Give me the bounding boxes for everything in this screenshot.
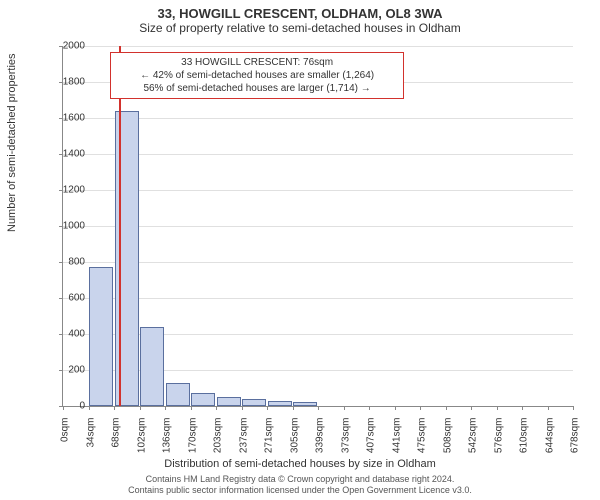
y-tick-label: 600: [55, 293, 85, 304]
x-axis-label: Distribution of semi-detached houses by …: [0, 458, 600, 470]
x-tick-mark: [369, 406, 370, 410]
histogram-bar: [293, 402, 317, 406]
x-tick-mark: [344, 406, 345, 410]
x-tick-mark: [522, 406, 523, 410]
histogram-bar: [191, 393, 215, 406]
x-tick-label: 610sqm: [519, 418, 530, 454]
footer-line-2: Contains public sector information licen…: [0, 485, 600, 496]
x-tick-mark: [140, 406, 141, 410]
y-tick-label: 1800: [55, 77, 85, 88]
x-tick-label: 305sqm: [289, 418, 300, 454]
histogram-bar: [166, 383, 190, 406]
x-tick-mark: [165, 406, 166, 410]
page-title: 33, HOWGILL CRESCENT, OLDHAM, OL8 3WA: [0, 0, 600, 21]
grid-line: [63, 190, 573, 191]
grid-line: [63, 226, 573, 227]
histogram-bar: [268, 401, 292, 406]
callout-line-2: ← 42% of semi-detached houses are smalle…: [117, 69, 397, 82]
property-marker-line: [119, 46, 121, 406]
x-tick-label: 508sqm: [442, 418, 453, 454]
y-tick-label: 0: [55, 401, 85, 412]
x-tick-label: 407sqm: [366, 418, 377, 454]
y-tick-label: 200: [55, 365, 85, 376]
x-tick-label: 339sqm: [315, 418, 326, 454]
x-tick-mark: [89, 406, 90, 410]
grid-line: [63, 46, 573, 47]
x-tick-label: 644sqm: [544, 418, 555, 454]
x-tick-mark: [471, 406, 472, 410]
x-tick-mark: [216, 406, 217, 410]
x-tick-mark: [573, 406, 574, 410]
x-tick-label: 576sqm: [493, 418, 504, 454]
histogram-bar: [140, 327, 164, 406]
x-tick-label: 68sqm: [111, 418, 122, 448]
x-tick-mark: [114, 406, 115, 410]
x-tick-mark: [267, 406, 268, 410]
histogram-bar: [89, 267, 113, 406]
y-tick-label: 2000: [55, 41, 85, 52]
x-tick-mark: [420, 406, 421, 410]
x-tick-label: 102sqm: [136, 418, 147, 454]
x-tick-mark: [318, 406, 319, 410]
y-tick-label: 1400: [55, 149, 85, 160]
y-tick-label: 1000: [55, 221, 85, 232]
callout-line-1: 33 HOWGILL CRESCENT: 76sqm: [117, 56, 397, 69]
chart-container: 33, HOWGILL CRESCENT, OLDHAM, OL8 3WA Si…: [0, 0, 600, 500]
x-tick-mark: [446, 406, 447, 410]
y-axis-label: Number of semi-detached properties: [6, 53, 18, 232]
x-tick-mark: [293, 406, 294, 410]
x-tick-mark: [497, 406, 498, 410]
y-tick-label: 1200: [55, 185, 85, 196]
x-tick-mark: [548, 406, 549, 410]
x-tick-label: 0sqm: [60, 418, 71, 442]
x-tick-label: 441sqm: [391, 418, 402, 454]
callout-box: 33 HOWGILL CRESCENT: 76sqm ← 42% of semi…: [110, 52, 404, 99]
y-tick-label: 400: [55, 329, 85, 340]
grid-line: [63, 118, 573, 119]
x-tick-label: 203sqm: [213, 418, 224, 454]
x-tick-mark: [395, 406, 396, 410]
grid-line: [63, 262, 573, 263]
footer: Contains HM Land Registry data © Crown c…: [0, 474, 600, 496]
y-tick-label: 800: [55, 257, 85, 268]
x-tick-label: 170sqm: [187, 418, 198, 454]
grid-line: [63, 154, 573, 155]
y-tick-label: 1600: [55, 113, 85, 124]
x-tick-label: 271sqm: [264, 418, 275, 454]
chart-area: 33 HOWGILL CRESCENT: 76sqm ← 42% of semi…: [62, 46, 573, 407]
x-tick-label: 136sqm: [162, 418, 173, 454]
page-subtitle: Size of property relative to semi-detach…: [0, 21, 600, 39]
x-tick-label: 475sqm: [417, 418, 428, 454]
histogram-bar: [217, 397, 241, 406]
x-tick-label: 678sqm: [570, 418, 581, 454]
grid-line: [63, 298, 573, 299]
x-tick-label: 34sqm: [85, 418, 96, 448]
footer-line-1: Contains HM Land Registry data © Crown c…: [0, 474, 600, 485]
histogram-bar: [242, 399, 266, 406]
callout-line-3: 56% of semi-detached houses are larger (…: [117, 82, 397, 95]
x-tick-mark: [191, 406, 192, 410]
x-tick-label: 237sqm: [238, 418, 249, 454]
x-tick-label: 373sqm: [340, 418, 351, 454]
x-tick-mark: [242, 406, 243, 410]
x-tick-label: 542sqm: [468, 418, 479, 454]
